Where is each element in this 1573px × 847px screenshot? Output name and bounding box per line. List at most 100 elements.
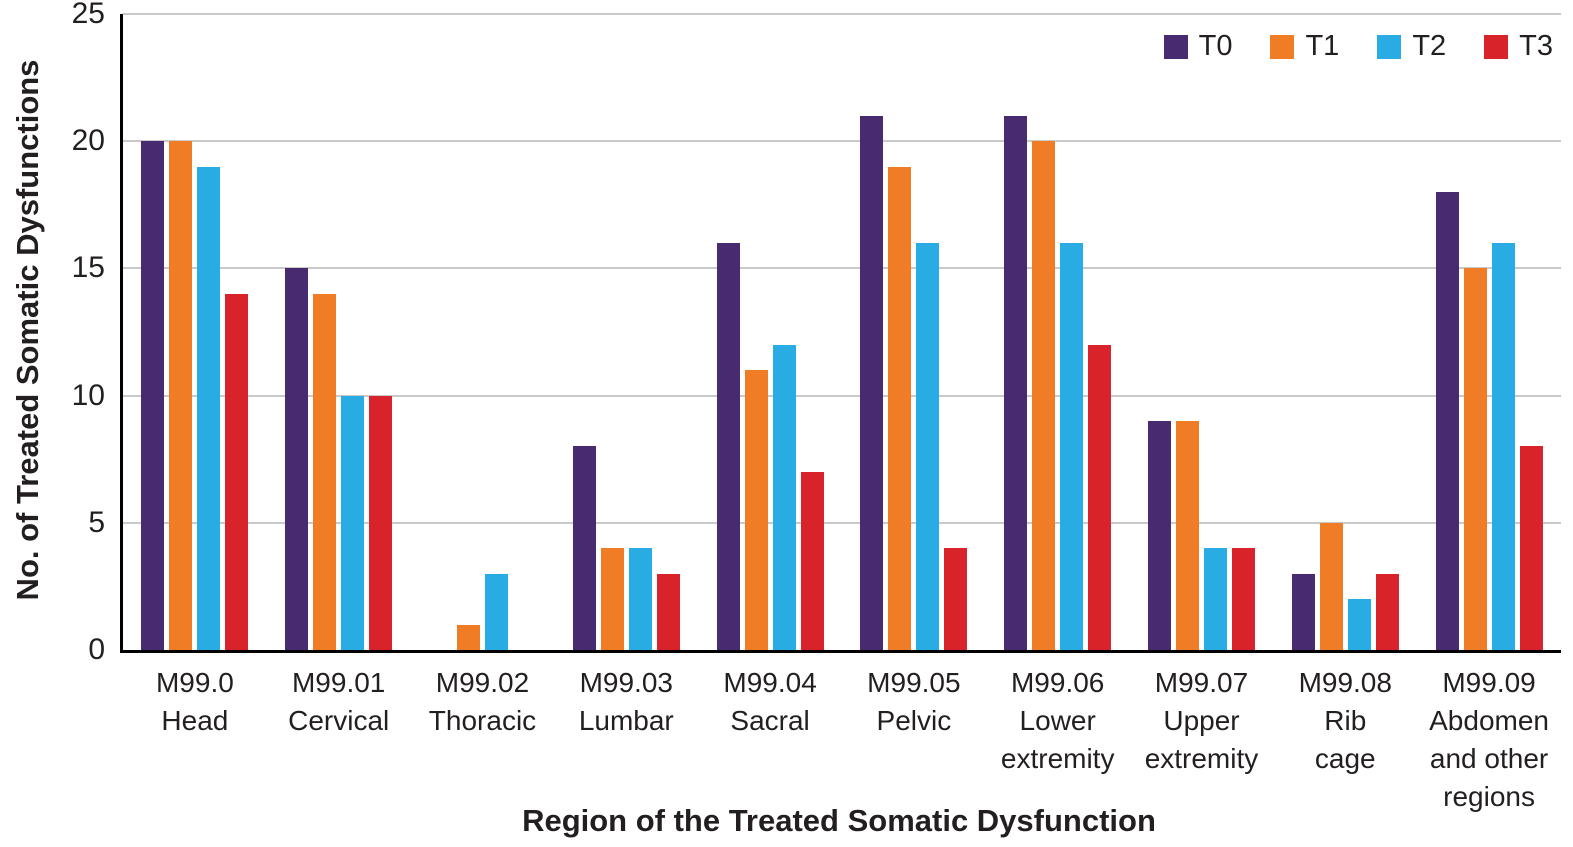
gridlines [123,13,1561,650]
x-tick-label-line: M99.01 [291,667,386,698]
bar-group [267,14,411,650]
x-tick-label-line: extremity [1144,743,1259,774]
bar-T3 [369,395,393,650]
bar-T3 [1519,446,1543,650]
legend: T0 T1 T2 T3 [1163,30,1553,63]
x-tick-label-line: Head [161,705,229,736]
bar-T0 [1004,115,1028,650]
x-tick-label: M99.03 Lumbar [554,664,698,816]
legend-swatch-T0 [1163,34,1188,59]
y-tick-label: 5 [88,505,105,539]
bar-T2 [197,166,221,650]
x-tick-label-line: Cervical [288,705,390,736]
bar-group [1273,14,1417,650]
x-tick-label-line: Rib [1324,705,1367,736]
bar-T0 [1147,421,1171,650]
gridline [123,521,1561,524]
bar-T0 [860,115,884,650]
x-tick-label: M99.07 Upper extremity [1130,664,1274,816]
bar-T3 [225,293,249,650]
bar-T3 [1231,548,1255,650]
bar-T1 [1175,421,1199,650]
x-tick-label-line: M99.05 [867,667,961,698]
y-tick-label: 0 [88,633,105,666]
x-tick-label-line: and other [1429,743,1549,774]
x-tick-label-line: Upper [1163,705,1240,736]
gridline [123,140,1561,143]
bar-T1 [888,166,912,650]
bar-group-inner [1147,14,1255,650]
bar-T3 [656,573,680,650]
bar-group [1417,14,1561,650]
legend-label: T0 [1198,30,1233,62]
legend-item: T1 [1270,30,1339,63]
bar-T1 [313,293,337,650]
legend-label: T2 [1412,30,1447,62]
bar-T0 [716,242,740,650]
bar-T2 [484,573,508,650]
bar-T1 [744,370,768,650]
bar-group [123,14,267,650]
bar-T1 [1319,522,1343,650]
bar-group [1130,14,1274,650]
bar-T3 [944,548,968,650]
y-axis-title: No. of Treated Somatic Dysfunctions [10,59,45,601]
x-tick-label: M99.01 Cervical [267,664,411,816]
x-axis-title: Region of the Treated Somatic Dysfunctio… [522,803,1156,838]
bar-T3 [1375,573,1399,650]
bar-T0 [285,268,309,650]
legend-item: T3 [1484,30,1553,63]
bar-group-inner [141,14,249,650]
bar-group-inner [716,14,824,650]
x-tick-label-line: Thoracic [428,705,537,736]
bar-T2 [1203,548,1227,650]
x-tick-labels: M99.0 Head M99.01 Cervical M99.02 Thoracic M99… [123,664,1561,816]
x-tick-label-line: M99.08 [1298,667,1392,698]
x-tick-label-line: M99.03 [579,667,673,698]
x-tick-label-line: M99.06 [1010,667,1105,698]
bar-T1 [456,624,480,650]
bar-T3 [800,471,824,650]
bar-groups [123,14,1561,650]
x-tick-label-line: M99.07 [1154,667,1249,698]
x-tick-label: M99.05 Pelvic [842,664,986,816]
bar-group [698,14,842,650]
x-tick-label-line: cage [1314,743,1376,774]
bar-group [554,14,698,650]
y-tick-label: 20 [71,124,105,158]
legend-swatch-T2 [1377,34,1402,59]
bar-T2 [916,242,940,650]
bar-T0 [1291,573,1315,650]
bar-group-inner [1004,14,1112,650]
gridline [123,267,1561,270]
x-tick-label: M99.09 Abdomen and other regions [1417,664,1561,816]
bar-T1 [600,548,624,650]
x-tick-label-line: Lower [1019,705,1096,736]
x-tick-label: M99.08 Rib cage [1273,664,1417,816]
bar-T3 [1088,344,1112,650]
bar-T0 [1435,192,1459,650]
bar-group-inner [572,14,680,650]
x-tick-label: M99.02 Thoracic [411,664,555,816]
y-tick-label: 10 [71,378,105,412]
x-tick-label-line: Sacral [730,705,810,736]
legend-swatch-T3 [1484,34,1509,59]
x-tick-label-line: M99.0 [155,667,234,698]
x-tick-label-line: Pelvic [876,705,952,736]
legend-swatch-T1 [1270,34,1295,59]
x-tick-label-line: Lumbar [578,705,674,736]
bar-T0 [572,446,596,650]
bar-T1 [1032,141,1056,650]
bar-group [986,14,1130,650]
bar-group-inner [429,14,536,650]
bar-group-inner [285,14,393,650]
x-tick-label-line: M99.04 [723,667,817,698]
bar-group-inner [1435,14,1543,650]
x-tick-label: M99.04 Sacral [698,664,842,816]
bar-T2 [1347,599,1371,650]
bar-group [842,14,986,650]
x-tick-label-line: regions [1443,781,1535,812]
legend-label: T1 [1305,30,1340,62]
legend-item: T0 [1163,30,1233,63]
